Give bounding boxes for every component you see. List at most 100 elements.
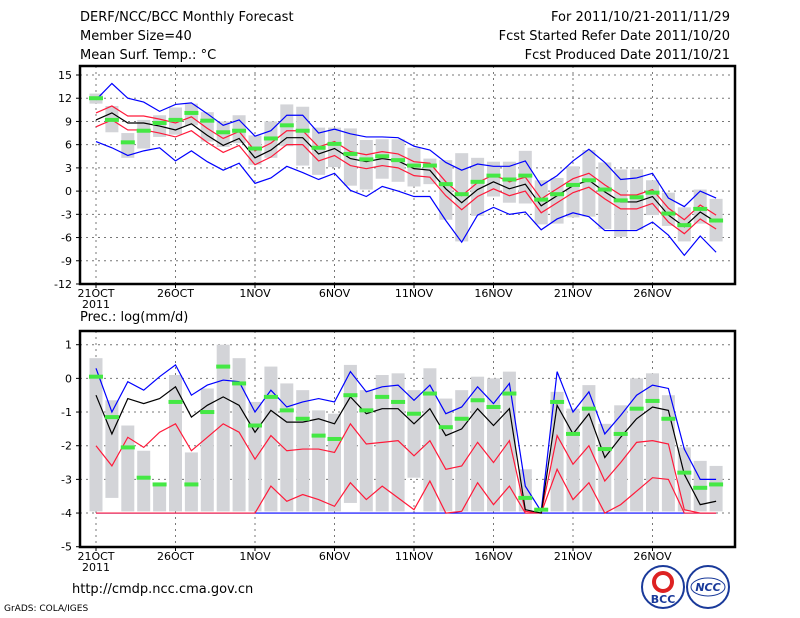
temp-xtick-label: 1NOV (239, 287, 271, 300)
temp-range-box (598, 162, 612, 230)
temp-obs-mark (343, 151, 358, 156)
temp-obs-mark (518, 173, 533, 178)
precip-obs-mark (693, 485, 708, 490)
temp-ytick-label: 3 (65, 162, 72, 175)
temp-obs-mark (502, 177, 517, 182)
temp-obs-mark (232, 128, 247, 133)
temp-obs-mark (438, 182, 453, 187)
precip-obs-mark (263, 394, 278, 399)
precip-obs-mark (566, 431, 580, 436)
temp-range-box (343, 128, 357, 186)
temp-range-box (471, 157, 485, 216)
temp-mean-line (95, 112, 717, 228)
temp-range-box (614, 169, 628, 237)
precip-range-box (280, 383, 294, 512)
precip-obs-mark (597, 447, 612, 452)
precip-range-box (328, 413, 341, 512)
temp-obs-mark (645, 190, 660, 195)
precip-obs-mark (709, 482, 724, 487)
temp-lower-line (95, 119, 717, 235)
precip-year-label: 2011 (82, 561, 110, 574)
temp-range-box (121, 133, 135, 158)
precip-xtick-label: 11NOV (395, 550, 434, 563)
precip-obs-mark (89, 374, 103, 379)
precip-xtick-label: 26NOV (633, 550, 672, 563)
precip-range-box (184, 452, 198, 512)
temp-ytick-label: 15 (58, 69, 72, 82)
temp-obs-mark (168, 117, 183, 122)
precip-plot-frame (78, 329, 737, 549)
precip-obs-mark (232, 381, 247, 386)
temp-range-box (312, 127, 326, 175)
precip-range-box (105, 400, 119, 498)
temp-xtick-label: 6NOV (319, 287, 351, 300)
grads-credit: GrADS: COLA/IGES (4, 604, 89, 614)
precip-title: Prec.: log(mm/d) (80, 310, 189, 325)
temp-obs-mark (120, 140, 135, 145)
precip-range-box (169, 375, 182, 512)
member-size: Member Size=40 (80, 29, 192, 44)
precip-obs-mark (629, 406, 644, 411)
precip-xtick-label: 26OCT (157, 550, 194, 563)
temp-range-box (455, 153, 469, 242)
temp-ytick-label: -12 (54, 278, 72, 291)
temp-ytick-label: -9 (61, 255, 72, 268)
temp-xtick-label: 16NOV (474, 287, 513, 300)
temp-obs-mark (104, 117, 119, 122)
precip-obs-mark (104, 415, 119, 420)
website-url: http://cmdp.ncc.cma.gov.cn (72, 582, 254, 597)
temp-obs-mark (550, 192, 565, 197)
precip-range-box (630, 378, 644, 512)
precip-obs-mark (216, 364, 231, 369)
precip-xtick-label: 21NOV (554, 550, 593, 563)
temp-obs-mark (248, 146, 262, 151)
temp-upper-line (95, 105, 717, 221)
precip-range-box (471, 376, 485, 512)
temp-range-box (534, 180, 548, 225)
precip-obs-mark (470, 398, 485, 403)
precip-ytick-label: -2 (61, 440, 72, 453)
temp-ytick-label: 9 (65, 115, 72, 128)
precip-range-box (200, 388, 214, 512)
precip-obs-mark (613, 431, 628, 436)
precip-range-box (232, 358, 246, 512)
temp-obs-mark (486, 173, 501, 178)
temp-obs-mark (136, 128, 151, 133)
temp-obs-mark (454, 192, 469, 197)
precip-obs-mark (327, 436, 342, 441)
temp-xtick-label: 11NOV (395, 287, 434, 300)
precip-xtick-label: 21OCT (77, 550, 114, 563)
temp-obs-mark (359, 157, 374, 162)
precip-range-box (248, 401, 262, 512)
precip-obs-mark (438, 425, 453, 430)
temp-obs-mark (470, 179, 485, 184)
temp-range-box (550, 177, 564, 224)
precip-obs-mark (486, 404, 501, 409)
precip-obs-mark (152, 482, 167, 487)
precip-range-box (614, 405, 628, 512)
precip-ytick-label: 1 (65, 339, 72, 352)
temp-obs-mark (152, 120, 167, 125)
precip-range-box (646, 373, 659, 512)
temp-obs-mark (295, 128, 310, 133)
precip-max-line (95, 364, 717, 514)
precip-obs-mark (661, 416, 676, 421)
temp-obs-mark (375, 154, 390, 159)
precip-obs-mark (168, 399, 183, 404)
precip-ytick-label: -4 (61, 507, 72, 520)
precip-range-box (264, 366, 278, 512)
precip-xtick-label: 6NOV (319, 550, 351, 563)
temp-obs-mark (581, 178, 596, 183)
temp-obs-mark (327, 141, 342, 146)
temp-obs-mark (279, 123, 294, 128)
precip-lower-line (96, 467, 717, 514)
temp-obs-mark (693, 206, 708, 211)
temp-ytick-label: -3 (61, 208, 72, 221)
forecast-period: For 2011/10/21-2011/11/29 (551, 10, 730, 25)
precip-range-box (359, 390, 373, 512)
fcst-started-date: Fcst Started Refer Date 2011/10/20 (498, 29, 730, 44)
precip-range-box (407, 390, 421, 478)
temp-xtick-label: 26NOV (633, 287, 672, 300)
precip-range-box (89, 358, 103, 512)
